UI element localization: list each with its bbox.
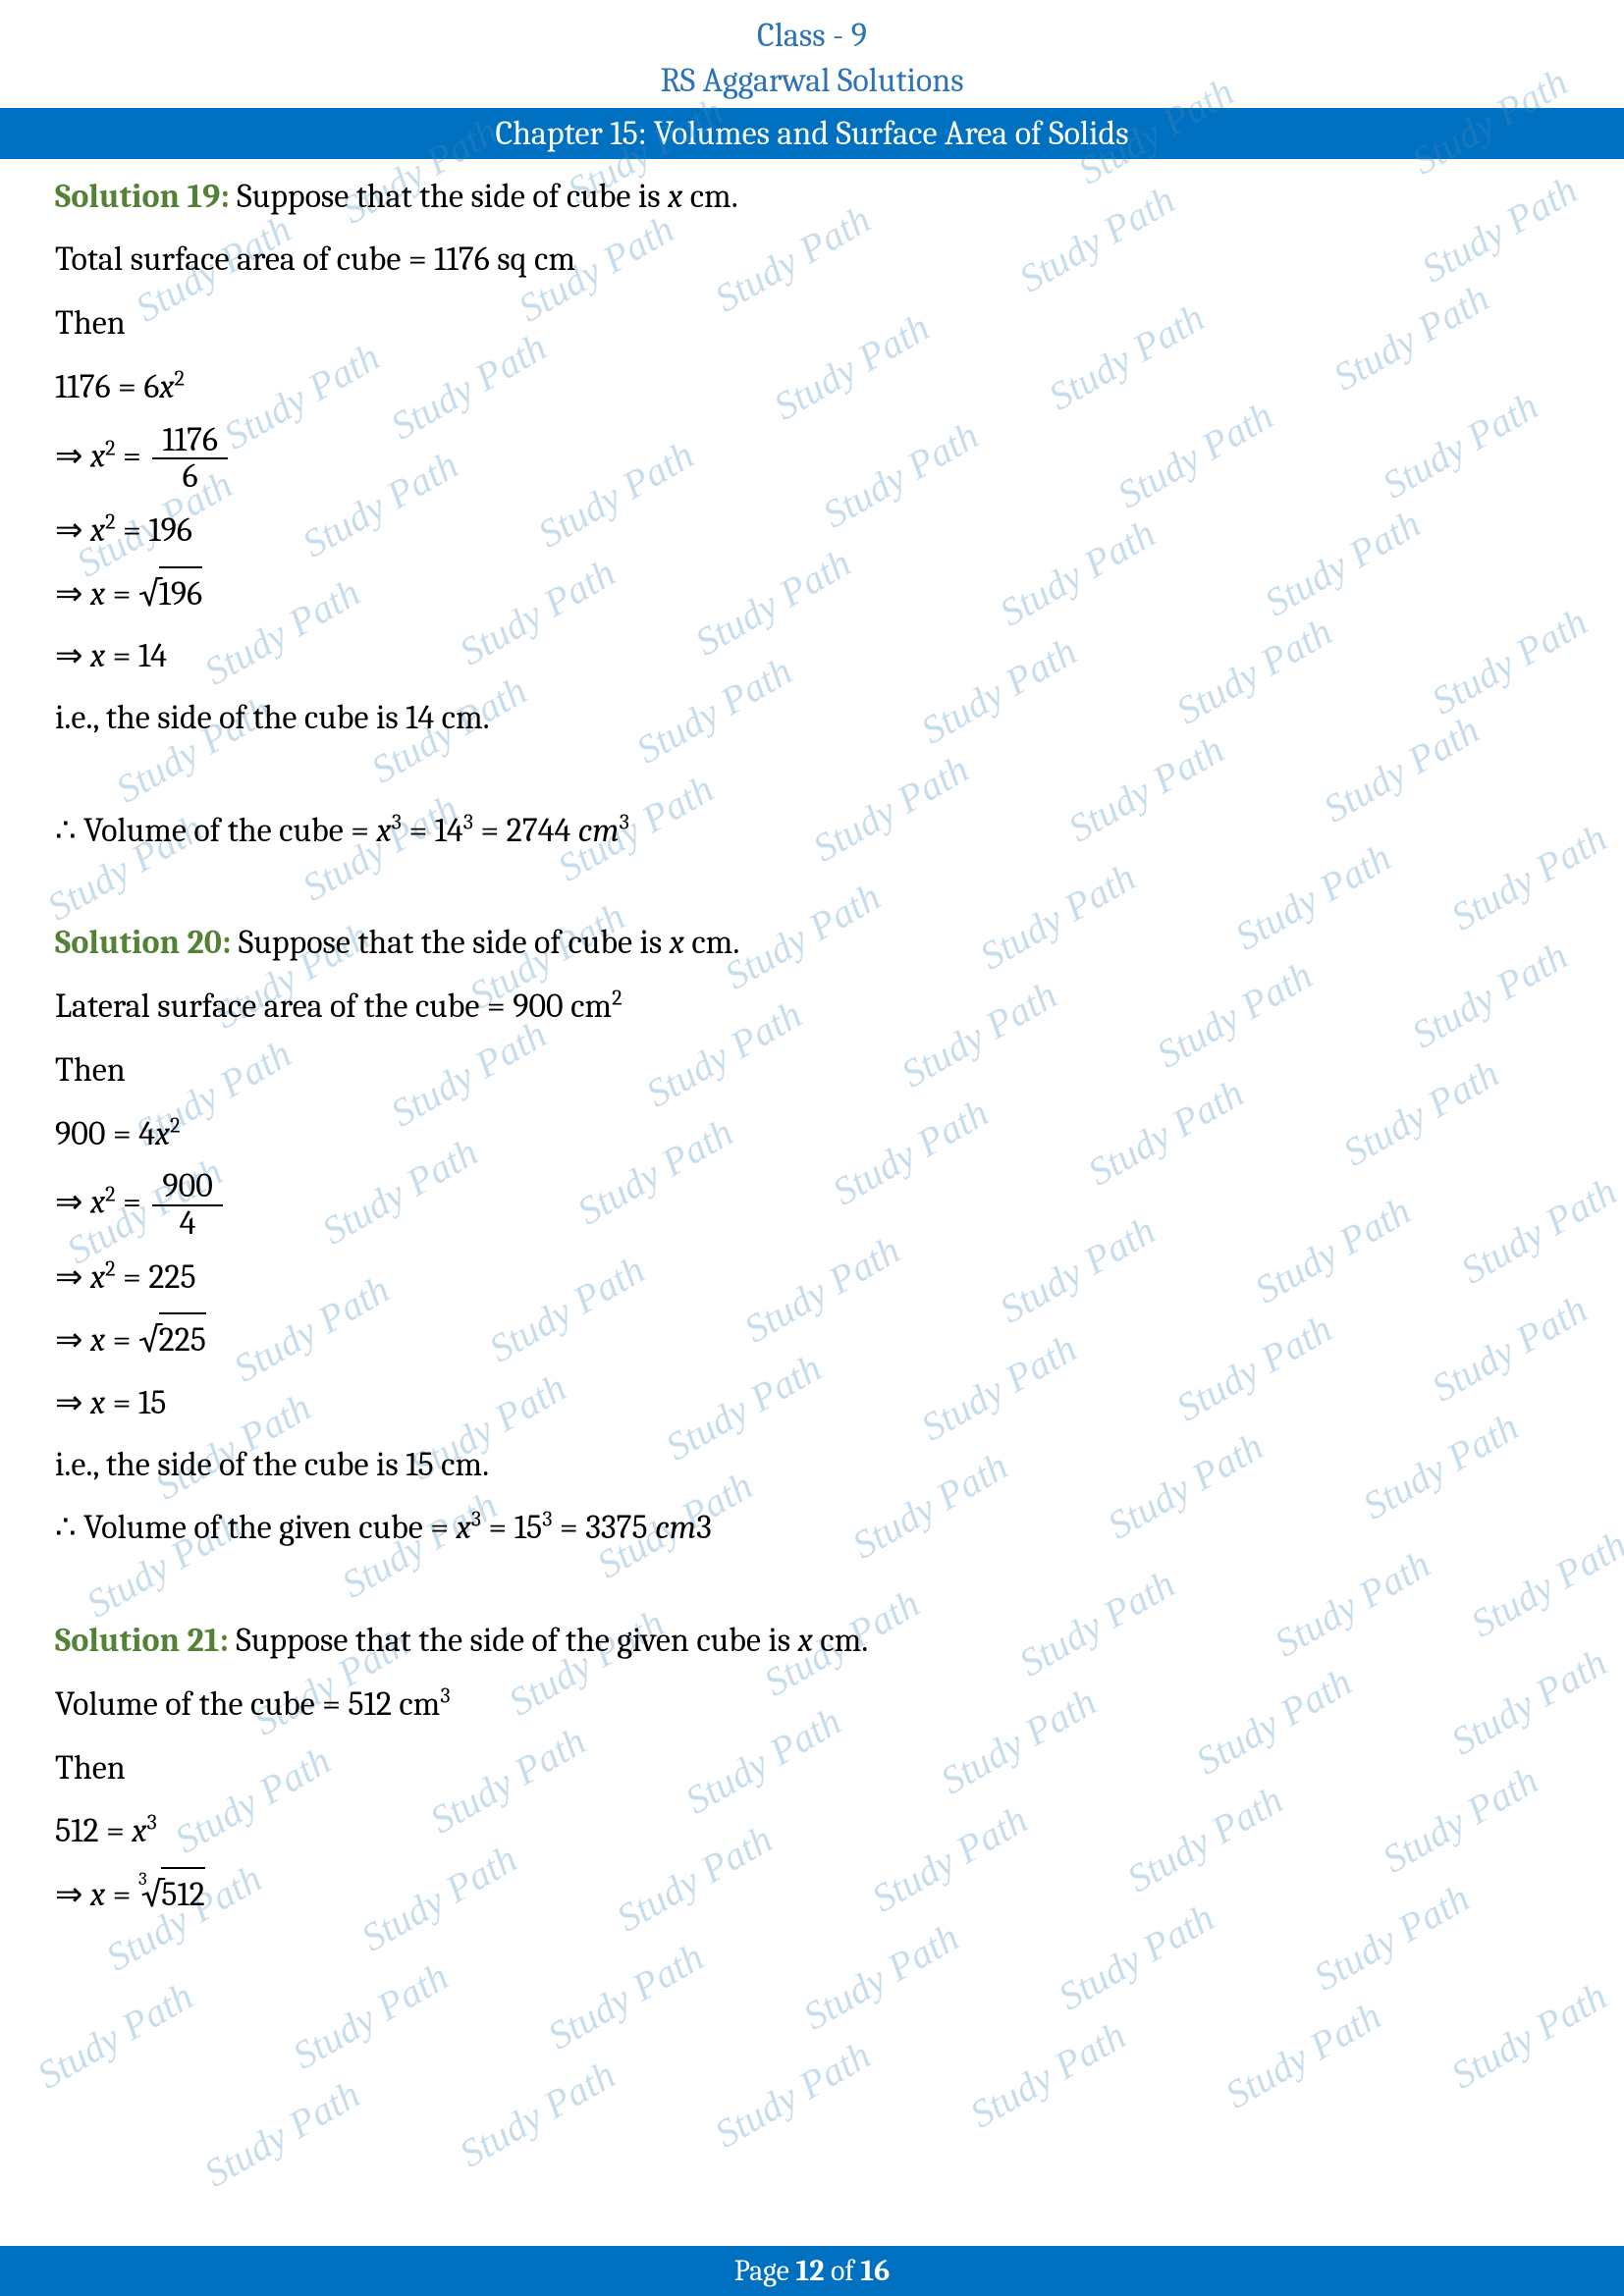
watermark-text: Study Path	[540, 1934, 712, 2059]
s20-eq1: 900 = 4x2	[55, 1108, 1569, 1160]
s20-lsa: Lateral surface area of the cube = 900 c…	[55, 981, 1569, 1033]
watermark-text: Study Path	[29, 1973, 201, 2099]
s20-eq2: ⇒ x2 = 9004	[55, 1169, 1569, 1241]
watermark-text: Study Path	[285, 1953, 457, 2079]
s21-vol-line: Volume of the cube = 512 cm3	[55, 1679, 1569, 1731]
page-header: Class - 9 RS Aggarwal Solutions	[0, 0, 1624, 104]
s20-eq5: ⇒ x = 15	[55, 1377, 1569, 1429]
solution-19-label: Solution 19:	[55, 177, 230, 216]
s20-side: i.e., the side of the cube is 15 cm.	[55, 1439, 1569, 1491]
s20-eq4: ⇒ x = √225	[55, 1312, 1569, 1367]
s19-eq5: ⇒ x = 14	[55, 630, 1569, 682]
solution-21-label: Solution 21:	[55, 1621, 229, 1660]
solution-19-intro: Solution 19: Suppose that the side of cu…	[55, 171, 1569, 223]
s19-eq1: 1176 = 6x2	[55, 361, 1569, 413]
page-footer: Page 12 of 16	[0, 2246, 1624, 2296]
s19-eq2: ⇒ x2 = 11766	[55, 423, 1569, 495]
s20-then: Then	[55, 1044, 1569, 1096]
watermark-text: Study Path	[795, 1914, 967, 2040]
watermark-text: Study Path	[1443, 1973, 1615, 2099]
watermark-text: Study Path	[1218, 1993, 1389, 2118]
class-line: Class - 9	[0, 14, 1624, 59]
chapter-banner: Chapter 15: Volumes and Surface Area of …	[0, 108, 1624, 159]
s19-tsa: Total surface area of cube = 1176 sq cm	[55, 234, 1569, 286]
s21-then: Then	[55, 1742, 1569, 1794]
watermark-text: Study Path	[707, 2032, 879, 2158]
s21-eq2: ⇒ x = 3√512	[55, 1867, 1569, 1922]
solution-20-intro: Solution 20: Suppose that the side of cu…	[55, 917, 1569, 969]
solution-20-label: Solution 20:	[55, 923, 231, 962]
s19-eq3: ⇒ x2 = 196	[55, 505, 1569, 557]
solution-21-intro: Solution 21: Suppose that the side of th…	[55, 1615, 1569, 1667]
s19-side: i.e., the side of the cube is 14 cm.	[55, 692, 1569, 744]
watermark-text: Study Path	[962, 2012, 1134, 2138]
content-area: Solution 19: Suppose that the side of cu…	[0, 159, 1624, 1922]
s21-eq1: 512 = x3	[55, 1805, 1569, 1857]
book-line: RS Aggarwal Solutions	[0, 59, 1624, 104]
watermark-text: Study Path	[452, 2052, 623, 2177]
s20-eq3: ⇒ x2 = 225	[55, 1252, 1569, 1304]
s19-then: Then	[55, 297, 1569, 349]
s19-eq4: ⇒ x = √196	[55, 566, 1569, 621]
s20-volume: ∴ Volume of the given cube = x3 = 153 = …	[55, 1502, 1569, 1554]
s19-volume: ∴ Volume of the cube = x3 = 143 = 2744 c…	[55, 805, 1569, 857]
watermark-text: Study Path	[196, 2071, 368, 2197]
